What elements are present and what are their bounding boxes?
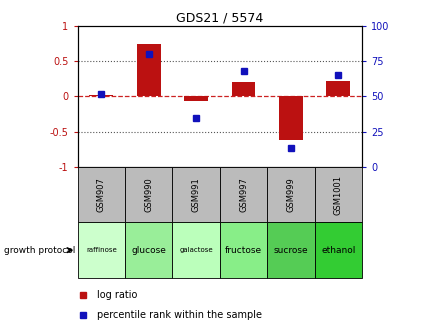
Text: sucrose: sucrose (273, 246, 307, 255)
Bar (125, 222, 172, 278)
Text: galactose: galactose (179, 247, 212, 253)
Text: ethanol: ethanol (320, 246, 355, 255)
Bar (314, 222, 361, 278)
Bar (77, 167, 125, 222)
Bar (172, 167, 219, 222)
Text: glucose: glucose (131, 246, 166, 255)
Text: GSM997: GSM997 (239, 177, 247, 212)
Bar (184, 96, 208, 101)
Text: GSM1001: GSM1001 (333, 175, 342, 215)
Bar (326, 81, 349, 96)
Text: fructose: fructose (224, 246, 261, 255)
Text: growth protocol: growth protocol (4, 246, 76, 255)
Bar (279, 96, 302, 140)
Bar (231, 82, 255, 96)
Text: GSM990: GSM990 (144, 177, 153, 212)
Bar (172, 222, 219, 278)
Bar (314, 167, 361, 222)
Text: GSM907: GSM907 (97, 177, 105, 212)
Text: raffinose: raffinose (86, 247, 117, 253)
Text: log ratio: log ratio (97, 290, 138, 301)
Title: GDS21 / 5574: GDS21 / 5574 (176, 12, 263, 25)
Text: percentile rank within the sample: percentile rank within the sample (97, 310, 262, 320)
Bar (77, 222, 125, 278)
Bar (137, 44, 160, 96)
Bar (219, 222, 267, 278)
Bar (267, 222, 314, 278)
Bar (219, 167, 267, 222)
Text: GSM999: GSM999 (286, 177, 295, 212)
Text: GSM991: GSM991 (191, 177, 200, 212)
Bar (89, 95, 113, 96)
Bar (267, 167, 314, 222)
Bar (125, 167, 172, 222)
